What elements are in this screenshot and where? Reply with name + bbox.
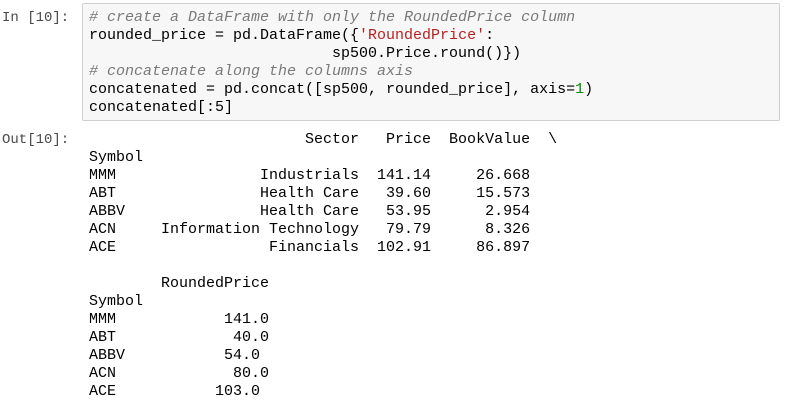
output-line: ABT Health Care 39.60 15.573	[89, 185, 531, 202]
code-token: # create a DataFrame with only the Round…	[89, 9, 576, 26]
output-line: ABBV 54.0	[89, 347, 261, 364]
output-line	[89, 257, 557, 275]
code-line: # create a DataFrame with only the Round…	[89, 9, 593, 27]
code-token: sp500.Price.round()})	[89, 45, 522, 62]
code-token: :	[485, 27, 495, 44]
output-line: MMM 141.0	[89, 311, 270, 328]
code-token: concatenated[:5]	[89, 99, 234, 116]
code-line: sp500.Price.round()})	[89, 45, 593, 63]
output-line: ACN Information Technology 79.79 8.326	[89, 221, 531, 238]
code-token: rounded_price = pd.DataFrame({	[89, 27, 360, 44]
output-line: MMM Industrials 141.14 26.668	[89, 167, 531, 184]
output-prompt: Out[10]:	[2, 132, 70, 148]
output-line: ACE 103.0	[89, 383, 261, 400]
output-line: Symbol	[89, 149, 144, 166]
code-input[interactable]	[82, 3, 780, 121]
code-line: rounded_price = pd.DataFrame({'RoundedPr…	[89, 27, 593, 45]
output-line: Symbol	[89, 293, 144, 310]
output-line: ACN 80.0	[89, 365, 270, 382]
output-line: RoundedPrice	[89, 275, 270, 292]
output-line: ACE Financials 102.91 86.897	[89, 239, 531, 256]
code-line: concatenated[:5]	[89, 99, 593, 117]
code-line: # concatenate along the columns axis	[89, 63, 593, 81]
input-prompt: In [10]:	[2, 10, 70, 26]
output-lines: Sector Price BookValue \ Symbol MMM Indust…	[89, 131, 557, 401]
code-token: 'RoundedPrice'	[359, 27, 486, 44]
code-token: # concatenate along the columns axis	[89, 63, 414, 80]
code-token: concatenated = pd.concat([sp500, rounded…	[89, 81, 576, 98]
output-line: ABT 40.0	[89, 329, 270, 346]
code-lines: # create a DataFrame with only the Round…	[89, 9, 593, 117]
output-line: Sector Price BookValue \	[89, 131, 558, 148]
code-token: )	[584, 81, 594, 98]
code-token: 1	[575, 81, 585, 98]
output-line: ABBV Health Care 53.95 2.954	[89, 203, 531, 220]
code-line: concatenated = pd.concat([sp500, rounded…	[89, 81, 593, 99]
